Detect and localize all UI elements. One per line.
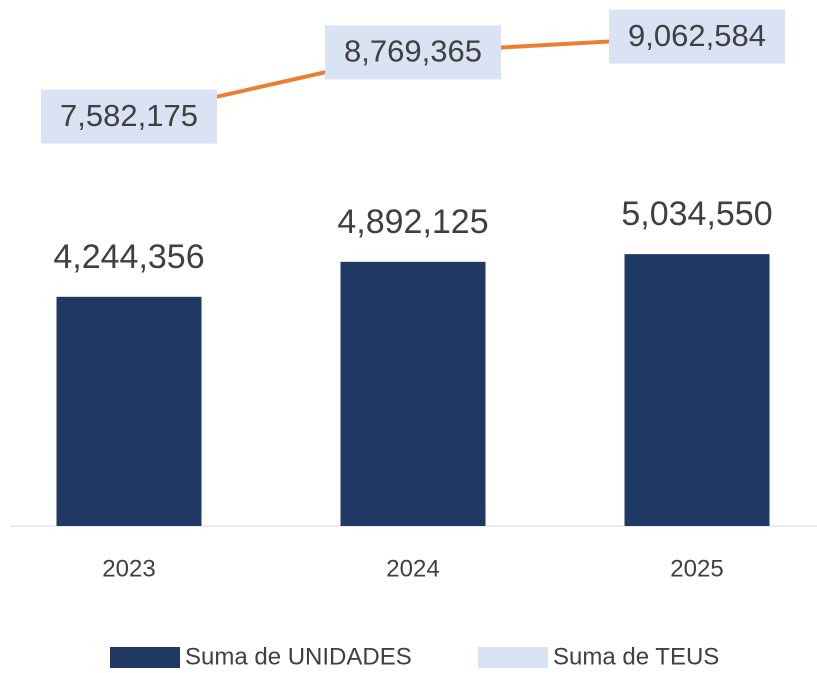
legend-swatch	[478, 647, 548, 668]
x-tick-label: 2024	[386, 555, 439, 582]
line-value-label: 8,769,365	[344, 34, 482, 69]
line-value-label: 9,062,584	[628, 18, 766, 53]
legend-label: Suma de UNIDADES	[185, 643, 412, 670]
bar-value-label: 5,034,550	[621, 195, 772, 233]
x-tick-label: 2025	[670, 555, 723, 582]
value-label-box	[609, 9, 785, 64]
x-tick-label: 2023	[102, 555, 155, 582]
line-value-label: 7,582,175	[60, 98, 198, 133]
bar	[340, 261, 486, 526]
legend-label: Suma de TEUS	[553, 643, 719, 670]
legend-swatch	[110, 647, 180, 668]
bar	[56, 296, 202, 526]
value-label-box	[41, 89, 217, 144]
bar	[624, 254, 770, 527]
bar-value-label: 4,892,125	[337, 203, 488, 241]
value-label-box	[325, 25, 501, 80]
bar-value-label: 4,244,356	[53, 238, 204, 276]
